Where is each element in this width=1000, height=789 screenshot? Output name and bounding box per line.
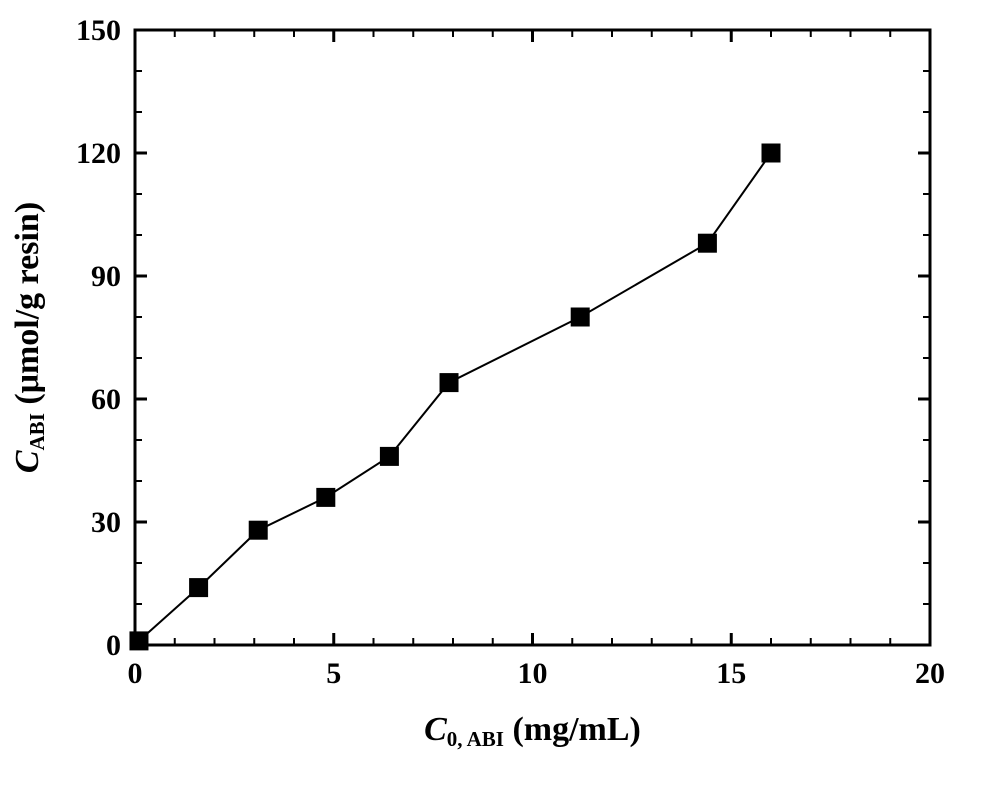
y-axis-label: CABI (μmol/g resin) (9, 202, 49, 473)
y-tick-label: 30 (91, 506, 121, 539)
x-tick-label: 10 (518, 657, 548, 690)
data-marker (317, 488, 335, 506)
data-marker (130, 632, 148, 650)
data-marker (698, 234, 716, 252)
x-axis-label: C0, ABI (mg/mL) (424, 711, 641, 751)
data-marker (190, 579, 208, 597)
y-tick-label: 90 (91, 260, 121, 293)
x-tick-label: 15 (716, 657, 746, 690)
x-tick-label: 20 (915, 657, 945, 690)
y-tick-label: 60 (91, 383, 121, 416)
x-tick-label: 0 (128, 657, 143, 690)
data-marker (762, 144, 780, 162)
chart-svg: 0 5 10 15 20 0 30 60 90 120 150 C0, ABI (mg/mL) CABI… (0, 0, 1000, 789)
data-marker (440, 374, 458, 392)
data-marker (571, 308, 589, 326)
y-tick-label: 150 (76, 14, 121, 47)
data-marker (380, 447, 398, 465)
y-tick-label: 120 (76, 137, 121, 170)
y-tick-label: 0 (106, 629, 121, 662)
chart-container: 0 5 10 15 20 0 30 60 90 120 150 C0, ABI (mg/mL) CABI… (0, 0, 1000, 789)
x-tick-label: 5 (326, 657, 341, 690)
data-marker (249, 521, 267, 539)
